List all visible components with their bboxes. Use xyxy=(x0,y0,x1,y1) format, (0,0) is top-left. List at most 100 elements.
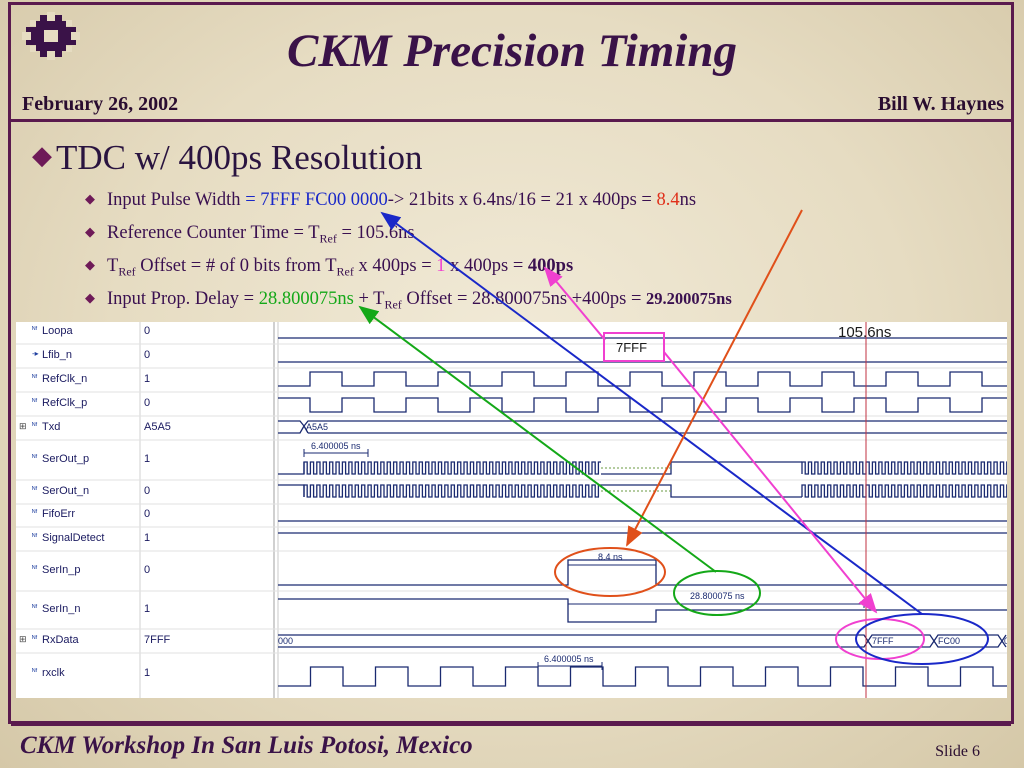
signal-icon: ᴺᶠ xyxy=(32,603,38,612)
trace-serin-n xyxy=(278,598,1007,623)
rxdata-prev-label: 000 xyxy=(278,636,293,646)
signal-row-loopa[interactable]: ᴺᶠ Loopa 0 xyxy=(16,325,276,337)
signal-traces xyxy=(278,337,1007,687)
trace-serout-p-gap xyxy=(601,461,802,475)
signal-row-serout_n[interactable]: ᴺᶠ SerOut_n 0 xyxy=(16,485,276,497)
diamond-bullet-icon: ◆ xyxy=(85,257,95,272)
signal-value: 0 xyxy=(144,564,151,576)
signal-row-serin_p[interactable]: ᴺᶠ SerIn_p 0 xyxy=(16,564,276,576)
slide-number: Slide 6 xyxy=(935,743,980,760)
signal-row-rxdata[interactable]: ⊞ ᴺᶠ RxData 7FFF xyxy=(16,634,276,646)
signal-value: 1 xyxy=(144,453,151,465)
slide-frame xyxy=(8,2,1014,724)
signal-icon: ᴺᶠ xyxy=(32,373,38,382)
signal-value: 0 xyxy=(144,349,151,361)
signal-name: Lfib_n xyxy=(42,349,72,361)
diamond-bullet-icon: ◆ xyxy=(85,191,95,206)
signal-icon: ᴺᶠ xyxy=(32,667,38,676)
bullet-reference-counter: ◆ Reference Counter Time = TRef = 105.6ns xyxy=(85,223,415,246)
bus-icon: ᴺᶠ xyxy=(32,421,38,430)
trace-txd xyxy=(278,420,1007,434)
slide-author: Bill W. Haynes xyxy=(877,93,1004,115)
signal-name: rxclk xyxy=(42,667,65,679)
rxdata-7fff-label: 7FFF xyxy=(872,636,894,646)
signal-icon: ᴺᶠ xyxy=(32,532,38,541)
waveform-viewer[interactable]: ᴺᶠ Loopa 0 -▸ Lfib_n 0 ᴺᶠ RefClk_n 1 ᴺᶠ RefClk_p 0 ⊞… xyxy=(16,322,1007,698)
trace-serout-p-lead xyxy=(278,462,305,475)
signal-row-txd[interactable]: ⊞ ᴺᶠ Txd A5A5 xyxy=(16,421,276,433)
trace-serout-n-lead xyxy=(278,484,305,497)
bullet-tref-offset: ◆ TRef Offset = # of 0 bits from TRef x 4… xyxy=(85,256,574,279)
expand-icon[interactable]: ⊞ xyxy=(19,634,27,644)
section-heading: ◆ TDC w/ 400ps Resolution xyxy=(32,138,423,178)
row-gridlines xyxy=(16,343,1007,654)
slide-title: CKM Precision Timing xyxy=(286,25,738,77)
serin-width-marker xyxy=(567,561,657,569)
signal-icon: ᴺᶠ xyxy=(32,564,38,573)
fermilab-logo-icon xyxy=(22,12,80,60)
bullet-input-pulse-width: ◆ Input Pulse Width = 7FFF FC00 0000-> 21… xyxy=(85,190,697,210)
signal-name: SerIn_p xyxy=(42,564,81,576)
trace-serin-p xyxy=(278,559,1007,586)
signal-icon: ᴺᶠ xyxy=(32,325,38,334)
signal-row-serin_n[interactable]: ᴺᶠ SerIn_n 1 xyxy=(16,603,276,615)
trace-rxdata xyxy=(278,634,1007,648)
txd-bus-label: A5A5 xyxy=(306,422,328,432)
signal-name: RefClk_n xyxy=(42,373,88,385)
diamond-bullet-icon: ◆ xyxy=(32,141,52,170)
bullet-input-prop-delay: ◆ Input Prop. Delay = 28.800075ns + TRef … xyxy=(85,289,732,312)
signal-name: SerOut_n xyxy=(42,485,90,497)
signal-icon: ᴺᶠ xyxy=(32,508,38,517)
signal-name: RxData xyxy=(42,634,79,646)
signal-name: SignalDetect xyxy=(42,532,105,544)
signal-value: 7FFF xyxy=(144,634,171,646)
signal-value: 0 xyxy=(144,397,151,409)
section-heading-text: TDC w/ 400ps Resolution xyxy=(56,138,423,177)
footer-divider xyxy=(11,724,1011,726)
expand-icon[interactable]: ⊞ xyxy=(19,421,27,431)
signal-value: 1 xyxy=(144,603,151,615)
signal-value: 0 xyxy=(144,485,151,497)
slide-date: February 26, 2002 xyxy=(22,93,179,115)
serin-delay-marker xyxy=(567,600,865,608)
serout-width-label: 6.400005 ns xyxy=(311,441,361,451)
serin-width-label: 8.4 ns xyxy=(598,552,623,562)
signal-value: 1 xyxy=(144,667,151,679)
rxclk-width-marker xyxy=(537,662,603,670)
signal-row-signaldetect[interactable]: ᴺᶠ SignalDetect 1 xyxy=(16,532,276,544)
rxdata-next-label: 0 xyxy=(1004,636,1007,646)
signal-row-rxclk[interactable]: ᴺᶠ rxclk 1 xyxy=(16,667,276,679)
signal-name: Txd xyxy=(42,421,61,433)
trace-refclk-p xyxy=(278,397,1007,413)
footer-workshop: CKM Workshop In San Luis Potosi, Mexico xyxy=(20,732,473,759)
rxclk-width-label: 6.400005 ns xyxy=(544,654,594,664)
signal-row-refclk_p[interactable]: ᴺᶠ RefClk_p 0 xyxy=(16,397,276,409)
trace-serout-p xyxy=(303,461,1007,475)
signal-name: SerIn_n xyxy=(42,603,81,615)
signal-value: 1 xyxy=(144,373,151,385)
diamond-bullet-icon: ◆ xyxy=(85,290,95,305)
signal-name: Loopa xyxy=(42,325,73,337)
signal-row-lfib_n[interactable]: -▸ Lfib_n 0 xyxy=(16,349,276,361)
serin-delay-label: 28.800075 ns xyxy=(690,591,745,601)
input-icon: -▸ xyxy=(32,349,39,358)
signal-name: SerOut_p xyxy=(42,453,90,465)
header-divider xyxy=(11,119,1011,122)
signal-row-serout_p[interactable]: ᴺᶠ SerOut_p 1 xyxy=(16,453,276,465)
signal-icon: ᴺᶠ xyxy=(32,453,38,462)
signal-icon: ᴺᶠ xyxy=(32,485,38,494)
signal-value: A5A5 xyxy=(144,421,171,433)
signal-value: 1 xyxy=(144,532,151,544)
signal-value: 0 xyxy=(144,325,151,337)
diamond-bullet-icon: ◆ xyxy=(85,224,95,239)
signal-name: FifoErr xyxy=(42,508,75,520)
signal-row-refclk_n[interactable]: ᴺᶠ RefClk_n 1 xyxy=(16,373,276,385)
waveform-annotations: A5A5 6.400005 ns 8.4 ns 28.800075 ns 000 7FFF… xyxy=(278,322,1007,698)
signal-name: RefClk_p xyxy=(42,397,88,409)
signal-icon: ᴺᶠ xyxy=(32,397,38,406)
signal-row-fifoerr[interactable]: ᴺᶠ FifoErr 0 xyxy=(16,508,276,520)
trace-rxclk xyxy=(278,666,1007,687)
trace-serout-n-gap xyxy=(601,484,802,498)
rxdata-fc00-label: FC00 xyxy=(938,636,960,646)
